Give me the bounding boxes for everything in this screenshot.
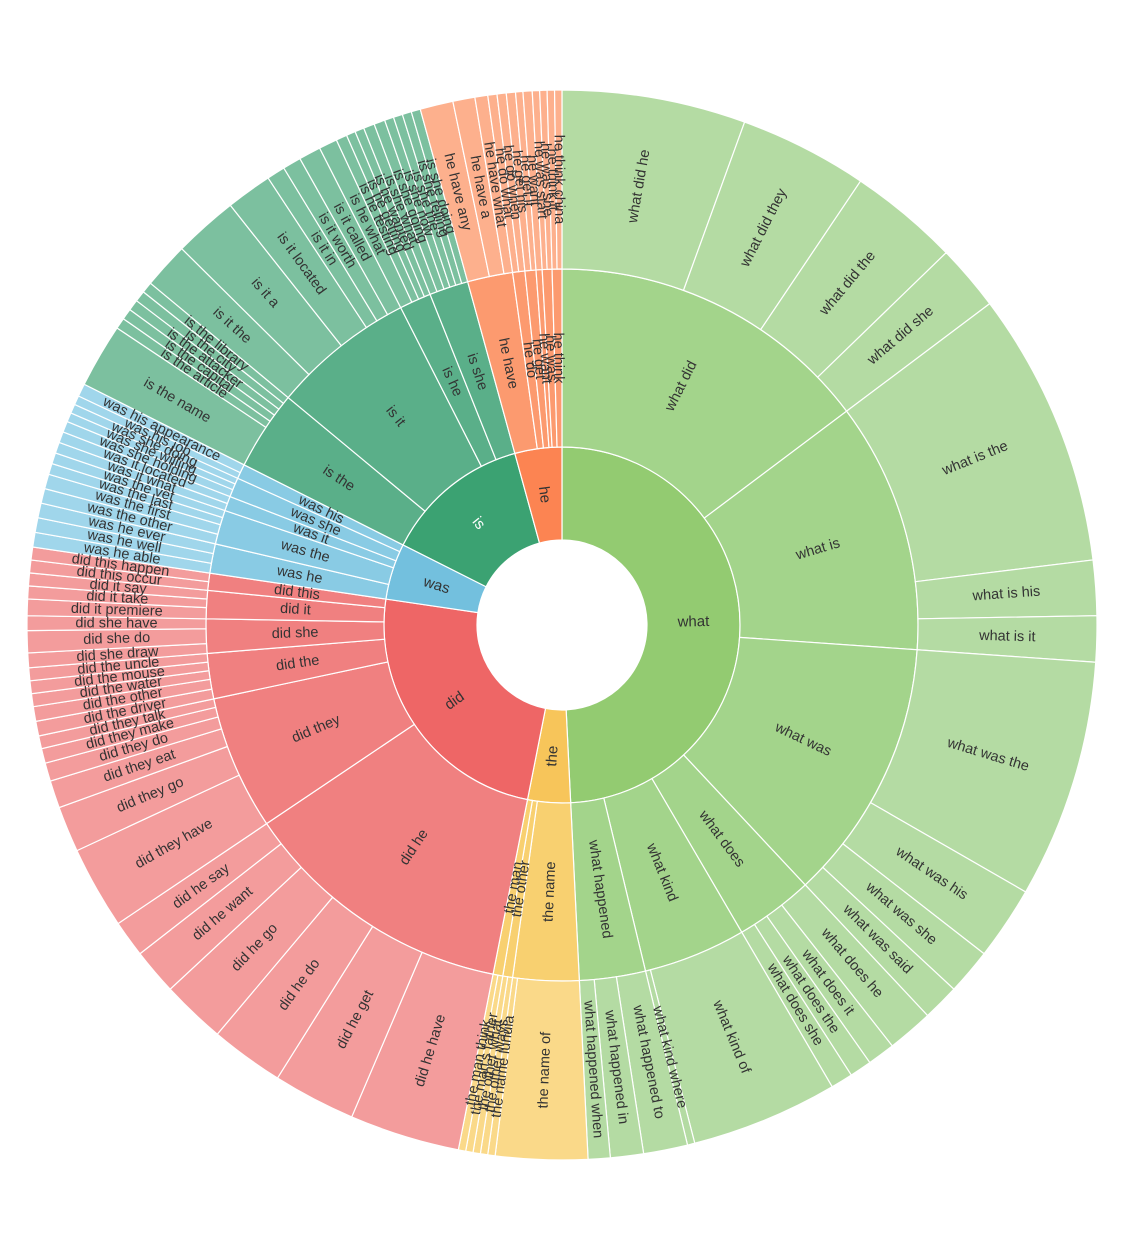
segment-he-think-china[interactable] [553, 89, 563, 270]
label-what-is-his: what is his [971, 584, 1041, 605]
label-did-this: did this [273, 582, 321, 603]
label-he-get-his: he get his [508, 149, 530, 213]
label-he-do: he do [519, 341, 539, 379]
label-the-name: the name [541, 861, 560, 922]
label-did-she-do: did she do [83, 630, 150, 648]
label-did-it: did it [280, 601, 312, 619]
label-he-want: he want [524, 155, 543, 207]
label-did-it-take: did it take [86, 588, 149, 608]
label-he-was-she: he was she [537, 143, 556, 217]
label-he-want: he want [535, 333, 554, 385]
label-what-is-it: what is it [978, 628, 1036, 645]
sunburst-rings [26, 89, 1098, 1161]
label-did-it-premiere: did it premiere [71, 601, 163, 620]
label-did-the: did the [275, 652, 320, 674]
label-he-get-it: he get it [516, 155, 536, 208]
label-he-was: he was [542, 335, 560, 382]
label-what: what [676, 613, 710, 631]
label-he-think-china: he think china [551, 135, 568, 226]
label-the-name-of: the name of [535, 1031, 554, 1109]
label-he-think-it: he think it [544, 148, 561, 210]
label-did-it-say: did it say [89, 577, 148, 598]
label-did-the-uncle: did the uncle [77, 654, 160, 678]
label-did-she-draw: did she draw [76, 644, 160, 665]
label-he: he [535, 485, 554, 504]
label-the: the [543, 745, 561, 767]
label-he-was-start: he was start [530, 141, 550, 220]
label-he-get: he get [529, 338, 549, 380]
label-he-think: he think [550, 333, 567, 385]
label-did-she-have: did she have [75, 615, 157, 631]
label-did-she: did she [272, 625, 319, 642]
